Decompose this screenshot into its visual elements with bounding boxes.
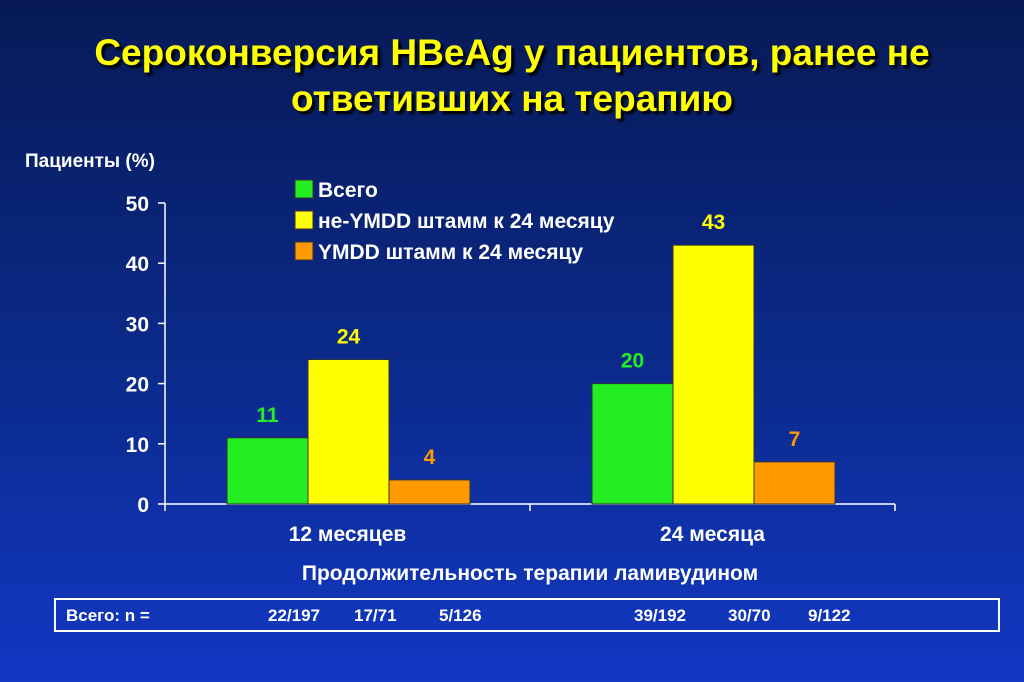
legend-swatch — [294, 210, 314, 230]
sample-size-value: 39/192 — [634, 606, 686, 625]
bar — [226, 437, 309, 505]
x-category-label: 12 месяцев — [289, 523, 407, 546]
x-axis-title: Продолжительность терапии ламивудином — [302, 562, 758, 585]
legend-label: не-YMDD штамм к 24 месяцу — [318, 210, 615, 233]
bar — [753, 461, 836, 505]
bar — [307, 359, 390, 505]
bar — [672, 244, 755, 505]
y-tick-label: 10 — [126, 434, 149, 457]
sample-size-value: 5/126 — [439, 606, 482, 625]
sample-size-value: 30/70 — [728, 606, 771, 625]
chart-title: Сероконверсия HBeAg у пациентов, ранее н… — [0, 30, 1024, 122]
title-line-1: Сероконверсия HBeAg у пациентов, ранее н… — [94, 32, 930, 73]
y-tick-label: 30 — [126, 313, 149, 336]
legend-swatch — [294, 241, 314, 261]
sample-size-label: Всего: n = — [66, 606, 150, 625]
bar-value-label: 43 — [702, 211, 725, 234]
legend-label: YMDD штамм к 24 месяцу — [318, 241, 583, 264]
legend-swatch — [294, 179, 314, 199]
bar-value-label: 11 — [256, 404, 279, 427]
bar — [388, 479, 471, 505]
y-tick-label: 0 — [137, 494, 149, 517]
bar-value-label: 4 — [424, 446, 436, 469]
bar-value-label: 24 — [337, 326, 361, 349]
sample-size-value: 9/122 — [808, 606, 851, 625]
legend-label: Всего — [318, 179, 378, 202]
bar-value-label: 7 — [789, 428, 801, 451]
sample-size-box: Всего: n = 22/197 17/71 5/126 39/192 30/… — [54, 598, 1000, 632]
y-tick-label: 50 — [126, 193, 149, 216]
bar — [591, 383, 674, 505]
y-axis-title: Пациенты (%) — [25, 151, 155, 172]
bar-value-label: 20 — [621, 350, 644, 373]
x-category-label: 24 месяца — [660, 523, 765, 546]
y-tick-label: 40 — [126, 253, 149, 276]
sample-size-value: 17/71 — [354, 606, 397, 625]
sample-size-value: 22/197 — [268, 606, 320, 625]
title-line-2: ответивших на терапию — [291, 78, 733, 119]
y-tick-label: 20 — [126, 374, 149, 397]
